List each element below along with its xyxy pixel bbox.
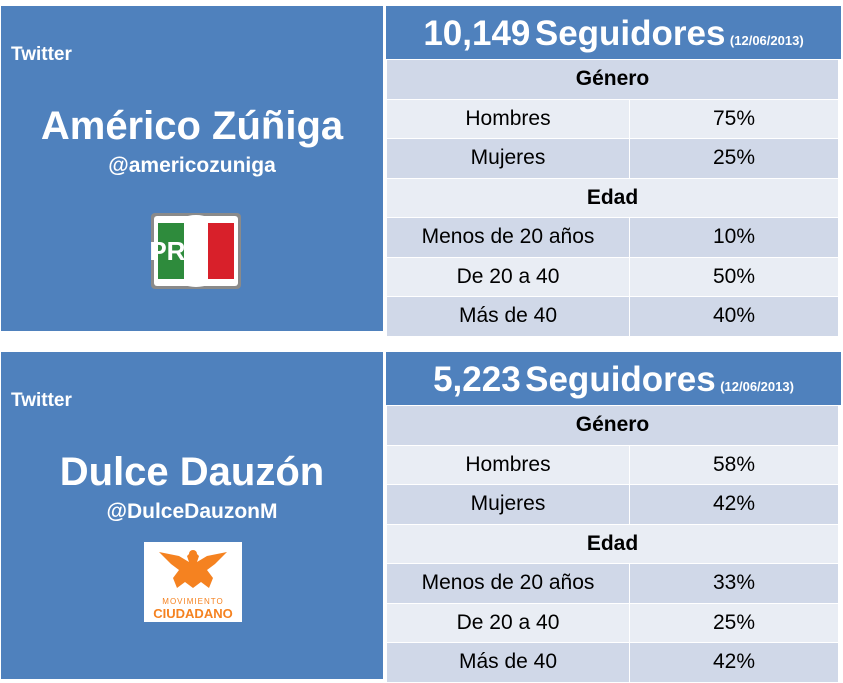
profile-card-1: Twitter Américo Zúñiga @americozuniga PR… (0, 0, 843, 337)
row-label: De 20 a 40 (386, 256, 630, 297)
demographics-table: Género Hombres 75% Mujeres 25% Edad Meno… (386, 59, 839, 337)
profile-name: Américo Zúñiga (40, 104, 344, 148)
age-section-row: Edad (386, 523, 839, 564)
row-value: 50% (629, 256, 839, 297)
table-row: Hombres 75% (386, 98, 839, 139)
table-row: De 20 a 40 25% (386, 602, 839, 643)
stats-panel: 5,223 Seguidores (12/06/2013) Género Hom… (386, 352, 841, 683)
row-value: 10% (629, 217, 839, 258)
followers-count: 5,223 (433, 360, 521, 399)
row-value: 42% (629, 484, 839, 525)
row-label: Menos de 20 años (386, 217, 630, 258)
profile-panel: Twitter Américo Zúñiga @americozuniga PR… (1, 6, 383, 331)
row-label: Más de 40 (386, 296, 630, 337)
table-row: Mujeres 42% (386, 484, 839, 525)
row-value: 58% (629, 444, 839, 485)
age-title: Edad (386, 177, 839, 218)
gender-title: Género (386, 405, 839, 446)
profile-panel: Twitter Dulce Dauzón @DulceDauzonM MOVIM… (1, 352, 383, 679)
profile-handle: @americozuniga (108, 154, 276, 177)
profile-handle: @DulceDauzonM (106, 500, 278, 523)
followers-count: 10,149 (423, 14, 531, 53)
followers-label: Seguidores (534, 14, 726, 53)
table-row: De 20 a 40 50% (386, 256, 839, 297)
table-row: Más de 40 42% (386, 642, 839, 683)
table-row: Más de 40 40% (386, 296, 839, 337)
row-value: 40% (629, 296, 839, 337)
gender-section-row: Género (386, 59, 839, 100)
gender-title: Género (386, 59, 839, 100)
row-label: Hombres (386, 444, 630, 485)
row-label: De 20 a 40 (386, 602, 630, 643)
profile-name: Dulce Dauzón (59, 450, 325, 494)
pri-logo-icon: PRI (149, 213, 241, 289)
platform-label: Twitter (11, 44, 72, 65)
movimiento-ciudadano-logo-icon: MOVIMIENTO CIUDADANO (144, 542, 242, 622)
row-label: Mujeres (386, 138, 630, 179)
gender-section-row: Género (386, 405, 839, 446)
age-title: Edad (386, 523, 839, 564)
row-value: 25% (629, 138, 839, 179)
row-value: 42% (629, 642, 839, 683)
stats-panel: 10,149 Seguidores (12/06/2013) Género Ho… (386, 6, 841, 337)
row-value: 75% (629, 98, 839, 139)
followers-label: Seguidores (525, 360, 716, 399)
row-value: 25% (629, 602, 839, 643)
platform-label: Twitter (11, 390, 72, 411)
profile-card-2: Twitter Dulce Dauzón @DulceDauzonM MOVIM… (0, 346, 843, 683)
pri-logo-letter-p: PRI (151, 236, 193, 266)
table-row: Menos de 20 años 10% (386, 217, 839, 258)
table-row: Hombres 58% (386, 444, 839, 485)
followers-date: (12/06/2013) (729, 33, 804, 48)
logo-line1: MOVIMIENTO (162, 597, 223, 606)
followers-date: (12/06/2013) (720, 379, 794, 394)
row-label: Más de 40 (386, 642, 630, 683)
demographics-table: Género Hombres 58% Mujeres 42% Edad Meno… (386, 405, 839, 683)
table-row: Menos de 20 años 33% (386, 563, 839, 604)
followers-header: 5,223 Seguidores (12/06/2013) (386, 352, 841, 405)
row-value: 33% (629, 563, 839, 604)
followers-header: 10,149 Seguidores (12/06/2013) (386, 6, 841, 59)
logo-line2: CIUDADANO (153, 606, 232, 621)
age-section-row: Edad (386, 177, 839, 218)
row-label: Hombres (386, 98, 630, 139)
row-label: Menos de 20 años (386, 563, 630, 604)
table-row: Mujeres 25% (386, 138, 839, 179)
row-label: Mujeres (386, 484, 630, 525)
